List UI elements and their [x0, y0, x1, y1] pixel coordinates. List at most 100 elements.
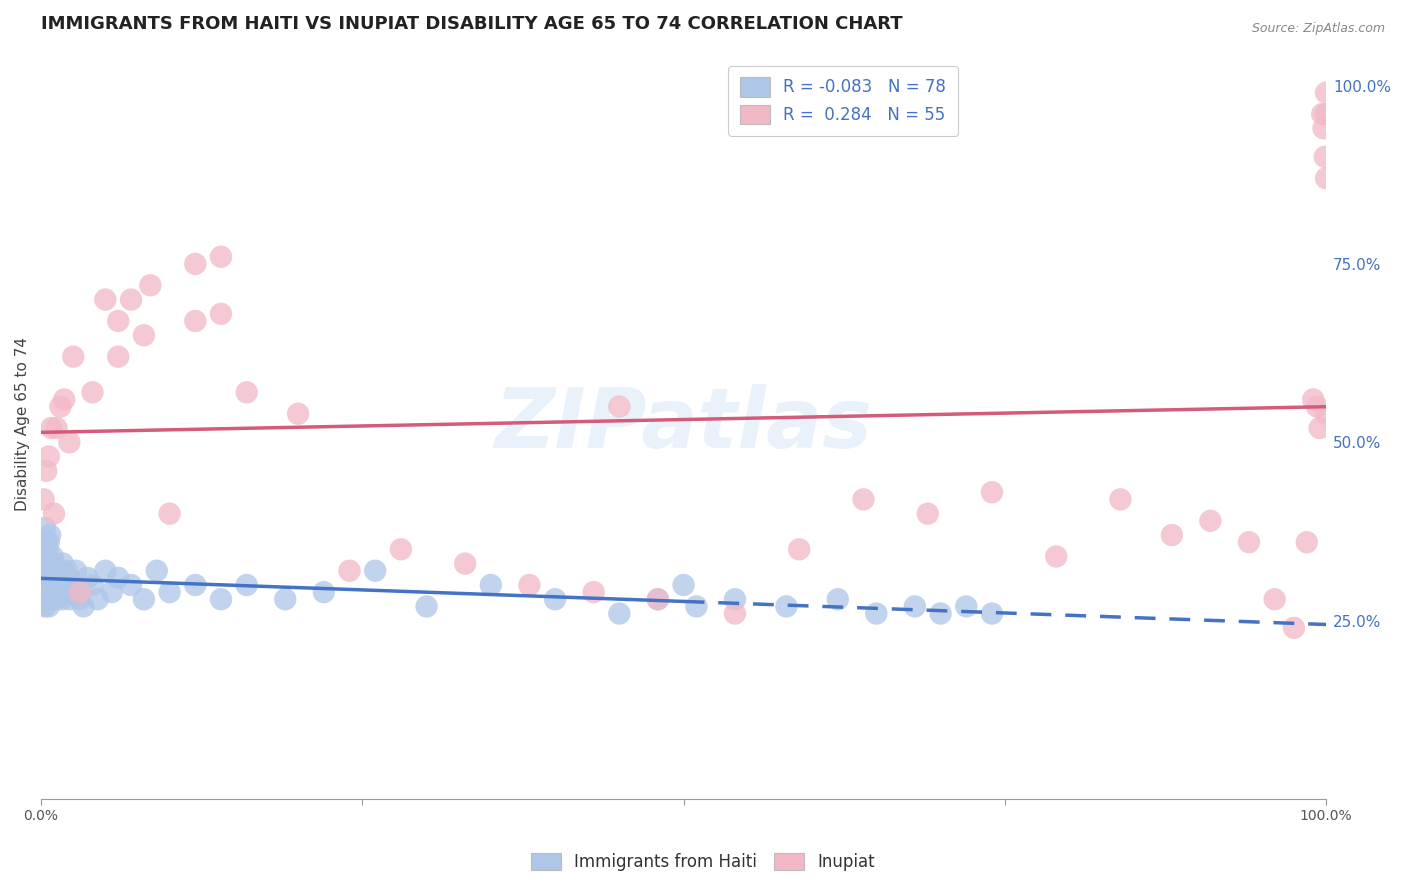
- Point: [132, 328, 155, 343]
- Point: [184, 314, 207, 328]
- Point: [42, 507, 65, 521]
- Point: [39, 578, 62, 592]
- Point: [1109, 492, 1132, 507]
- Point: [32, 542, 55, 557]
- Point: [339, 564, 361, 578]
- Point: [31, 557, 53, 571]
- Point: [41, 592, 63, 607]
- Point: [955, 599, 977, 614]
- Point: [209, 307, 232, 321]
- Point: [145, 564, 167, 578]
- Point: [1199, 514, 1222, 528]
- Point: [32, 571, 55, 585]
- Legend: Immigrants from Haiti, Inupiat: Immigrants from Haiti, Inupiat: [523, 845, 883, 880]
- Point: [1237, 535, 1260, 549]
- Point: [69, 585, 91, 599]
- Point: [53, 392, 76, 407]
- Point: [35, 535, 58, 549]
- Y-axis label: Disability Age 65 to 74: Disability Age 65 to 74: [15, 337, 30, 511]
- Point: [55, 585, 77, 599]
- Point: [31, 578, 53, 592]
- Point: [415, 599, 437, 614]
- Point: [107, 350, 129, 364]
- Point: [38, 599, 60, 614]
- Point: [41, 421, 63, 435]
- Point: [34, 578, 56, 592]
- Point: [775, 599, 797, 614]
- Point: [1160, 528, 1182, 542]
- Point: [1264, 592, 1286, 607]
- Point: [519, 578, 541, 592]
- Point: [58, 592, 80, 607]
- Point: [159, 585, 181, 599]
- Point: [120, 293, 142, 307]
- Point: [1282, 621, 1305, 635]
- Point: [479, 578, 502, 592]
- Point: [852, 492, 875, 507]
- Point: [51, 592, 73, 607]
- Point: [235, 385, 257, 400]
- Point: [82, 578, 104, 592]
- Point: [904, 599, 927, 614]
- Point: [52, 557, 75, 571]
- Point: [139, 278, 162, 293]
- Point: [607, 607, 630, 621]
- Point: [38, 564, 60, 578]
- Point: [38, 535, 60, 549]
- Point: [45, 571, 67, 585]
- Text: ZIPatlas: ZIPatlas: [495, 384, 873, 465]
- Point: [35, 571, 58, 585]
- Point: [34, 564, 56, 578]
- Point: [787, 542, 810, 557]
- Point: [1315, 107, 1337, 121]
- Point: [159, 507, 181, 521]
- Point: [1312, 121, 1334, 136]
- Point: [37, 557, 59, 571]
- Point: [364, 564, 387, 578]
- Point: [1306, 400, 1329, 414]
- Point: [120, 578, 142, 592]
- Point: [94, 564, 117, 578]
- Point: [1309, 421, 1331, 435]
- Point: [1295, 535, 1317, 549]
- Point: [38, 450, 60, 464]
- Point: [37, 578, 59, 592]
- Point: [184, 578, 207, 592]
- Point: [607, 400, 630, 414]
- Point: [34, 599, 56, 614]
- Point: [44, 592, 66, 607]
- Point: [685, 599, 707, 614]
- Point: [45, 421, 67, 435]
- Point: [35, 549, 58, 564]
- Point: [389, 542, 412, 557]
- Point: [94, 293, 117, 307]
- Point: [32, 492, 55, 507]
- Point: [42, 557, 65, 571]
- Point: [1315, 171, 1337, 186]
- Point: [72, 599, 94, 614]
- Point: [35, 464, 58, 478]
- Point: [865, 607, 887, 621]
- Text: IMMIGRANTS FROM HAITI VS INUPIAT DISABILITY AGE 65 TO 74 CORRELATION CHART: IMMIGRANTS FROM HAITI VS INUPIAT DISABIL…: [41, 15, 903, 33]
- Point: [132, 592, 155, 607]
- Point: [724, 607, 747, 621]
- Point: [672, 578, 695, 592]
- Point: [76, 571, 98, 585]
- Point: [35, 585, 58, 599]
- Legend: R = -0.083   N = 78, R =  0.284   N = 55: R = -0.083 N = 78, R = 0.284 N = 55: [728, 66, 957, 136]
- Text: Source: ZipAtlas.com: Source: ZipAtlas.com: [1251, 22, 1385, 36]
- Point: [32, 592, 55, 607]
- Point: [39, 557, 62, 571]
- Point: [209, 592, 232, 607]
- Point: [42, 578, 65, 592]
- Point: [981, 607, 1004, 621]
- Point: [287, 407, 309, 421]
- Point: [1315, 407, 1337, 421]
- Point: [1302, 392, 1324, 407]
- Point: [56, 564, 79, 578]
- Point: [312, 585, 335, 599]
- Point: [37, 542, 59, 557]
- Point: [235, 578, 257, 592]
- Point: [274, 592, 297, 607]
- Point: [86, 592, 108, 607]
